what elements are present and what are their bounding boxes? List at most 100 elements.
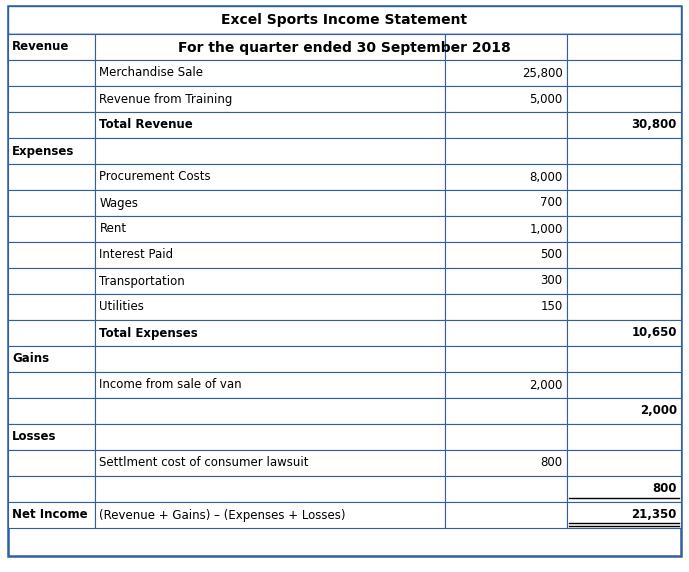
Bar	[96, 346, 446, 372]
Bar	[566, 138, 681, 164]
Text: Total Revenue: Total Revenue	[99, 118, 193, 132]
Bar	[446, 112, 566, 138]
Bar	[96, 372, 446, 398]
Bar	[566, 424, 681, 450]
Text: Expenses: Expenses	[12, 145, 74, 157]
Bar	[8, 112, 96, 138]
Bar	[8, 320, 96, 346]
Text: Revenue: Revenue	[12, 41, 70, 54]
Bar	[8, 346, 96, 372]
Bar	[566, 112, 681, 138]
Bar	[566, 320, 681, 346]
Bar	[8, 164, 96, 190]
Bar	[446, 164, 566, 190]
Bar	[8, 476, 96, 502]
Bar	[8, 60, 96, 86]
Bar	[8, 86, 96, 112]
Bar	[8, 138, 96, 164]
Bar	[566, 502, 681, 528]
Text: Interest Paid: Interest Paid	[99, 248, 174, 261]
Bar	[96, 164, 446, 190]
Text: Losses: Losses	[12, 431, 56, 443]
Bar	[96, 320, 446, 346]
Bar	[566, 190, 681, 216]
Text: Transportation: Transportation	[99, 275, 185, 288]
Text: 2,000: 2,000	[640, 404, 677, 418]
Text: 2,000: 2,000	[529, 379, 563, 391]
Bar	[446, 502, 566, 528]
Bar	[446, 86, 566, 112]
Text: (Revenue + Gains) – (Expenses + Losses): (Revenue + Gains) – (Expenses + Losses)	[99, 509, 346, 522]
Bar	[446, 60, 566, 86]
Text: 700: 700	[540, 197, 563, 209]
Bar	[8, 190, 96, 216]
Bar	[446, 450, 566, 476]
Bar	[96, 242, 446, 268]
Text: 150: 150	[540, 300, 563, 313]
Text: Merchandise Sale: Merchandise Sale	[99, 66, 203, 80]
Text: For the quarter ended 30 September 2018: For the quarter ended 30 September 2018	[178, 41, 511, 55]
Bar	[96, 60, 446, 86]
Bar	[566, 216, 681, 242]
Bar	[566, 476, 681, 502]
Bar	[8, 34, 681, 62]
Text: 30,800: 30,800	[632, 118, 677, 132]
Bar	[566, 346, 681, 372]
Text: 5,000: 5,000	[529, 93, 563, 105]
Bar	[8, 268, 96, 294]
Bar	[446, 398, 566, 424]
Bar	[8, 216, 96, 242]
Text: Wages: Wages	[99, 197, 138, 209]
Text: 21,350: 21,350	[632, 509, 677, 522]
Bar	[96, 502, 446, 528]
Bar	[96, 86, 446, 112]
Bar	[566, 450, 681, 476]
Bar	[566, 242, 681, 268]
Bar	[446, 242, 566, 268]
Bar	[96, 138, 446, 164]
Bar	[566, 372, 681, 398]
Bar	[446, 34, 566, 60]
Bar	[8, 424, 96, 450]
Bar	[96, 268, 446, 294]
Bar	[446, 268, 566, 294]
Bar	[446, 216, 566, 242]
Text: 300: 300	[540, 275, 563, 288]
Text: 800: 800	[652, 483, 677, 495]
Bar	[566, 268, 681, 294]
Bar	[8, 372, 96, 398]
Bar	[8, 450, 96, 476]
Text: Net Income: Net Income	[12, 509, 88, 522]
Bar	[566, 86, 681, 112]
Text: Gains: Gains	[12, 352, 49, 366]
Bar	[96, 398, 446, 424]
Text: Total Expenses: Total Expenses	[99, 327, 198, 340]
Bar	[446, 346, 566, 372]
Text: Excel Sports Income Statement: Excel Sports Income Statement	[221, 13, 468, 27]
Bar	[446, 190, 566, 216]
Bar	[566, 164, 681, 190]
Bar	[96, 294, 446, 320]
Bar	[96, 476, 446, 502]
Bar	[566, 398, 681, 424]
Bar	[446, 476, 566, 502]
Bar	[96, 34, 446, 60]
Bar	[96, 112, 446, 138]
Text: Procurement Costs: Procurement Costs	[99, 170, 211, 184]
Bar	[446, 138, 566, 164]
Bar	[96, 424, 446, 450]
Bar	[566, 60, 681, 86]
Bar	[8, 502, 96, 528]
Bar	[8, 294, 96, 320]
Bar	[566, 294, 681, 320]
Bar	[446, 320, 566, 346]
Bar	[566, 34, 681, 60]
Bar	[446, 294, 566, 320]
Bar	[96, 450, 446, 476]
Text: Revenue from Training: Revenue from Training	[99, 93, 233, 105]
Bar	[446, 372, 566, 398]
Bar	[96, 216, 446, 242]
Text: Utilities: Utilities	[99, 300, 145, 313]
Bar	[8, 6, 681, 34]
Text: 8,000: 8,000	[529, 170, 563, 184]
